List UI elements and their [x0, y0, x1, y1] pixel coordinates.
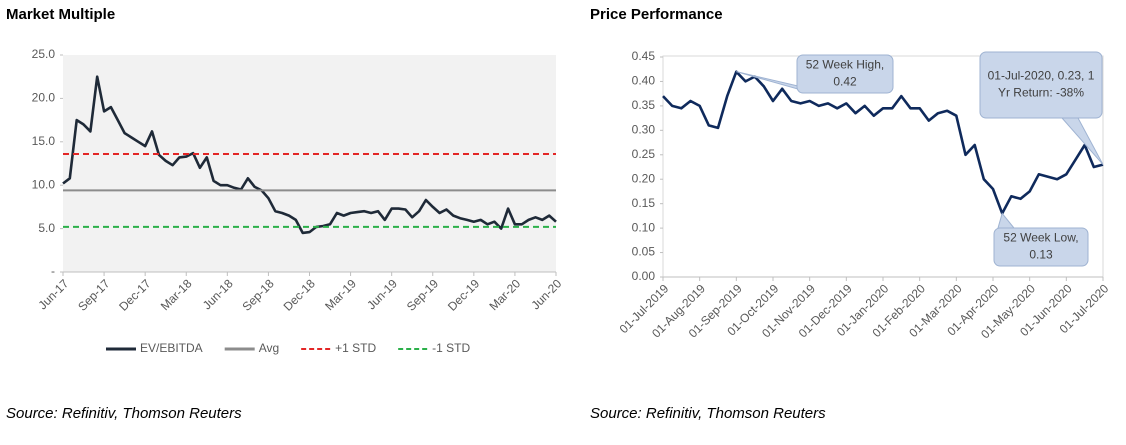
- y-tick-label: 0.45: [632, 49, 656, 63]
- x-tick-label: Dec-18: [281, 276, 318, 313]
- y-tick-label: 0.15: [632, 196, 656, 210]
- callout-text: 52 Week Low,: [1003, 231, 1078, 245]
- x-tick-label: Sep-19: [404, 276, 441, 313]
- y-tick-label: 0.10: [632, 220, 656, 234]
- y-tick-label: 0.00: [632, 269, 656, 283]
- y-tick-label: 15.0: [32, 134, 56, 148]
- y-tick-label: -: [51, 264, 55, 278]
- data-line: [662, 70, 1104, 215]
- x-tick-label: Jun-18: [200, 276, 236, 312]
- legend-label: EV/EBITDA: [140, 341, 203, 355]
- x-tick-label: Sep-17: [75, 276, 112, 313]
- x-tick-label: Jun-20: [529, 276, 565, 312]
- y-tick-label: 0.40: [632, 74, 656, 88]
- callout-text: 0.13: [1029, 248, 1053, 262]
- callout-pointer: [1060, 117, 1104, 165]
- x-tick-label: Dec-19: [445, 276, 482, 313]
- callout-text: 01-Jul-2020, 0.23, 1: [988, 69, 1095, 83]
- x-tick-label: Dec-17: [116, 276, 153, 313]
- chart-title: Market Multiple: [6, 6, 115, 23]
- plot-area: [63, 55, 556, 272]
- y-tick-label: 0.35: [632, 98, 656, 112]
- callout-box: [979, 51, 1103, 119]
- data-line: [62, 75, 557, 235]
- legend-label: -1 STD: [432, 341, 470, 355]
- x-tick-label: Jun-19: [364, 276, 400, 312]
- x-tick-label: Mar-19: [322, 276, 359, 313]
- y-tick-label: 0.05: [632, 245, 656, 259]
- y-tick-label: 0.20: [632, 171, 656, 185]
- x-tick-label: Mar-18: [158, 276, 195, 313]
- callout-text: 0.42: [833, 75, 857, 89]
- y-tick-label: 5.0: [38, 221, 55, 235]
- y-tick-label: 20.0: [32, 91, 56, 105]
- callout-box: [993, 227, 1089, 267]
- callout-box: [796, 54, 894, 94]
- legend-label: +1 STD: [335, 341, 376, 355]
- source-note: Source: Refinitiv, Thomson Reuters: [6, 405, 242, 422]
- y-tick-label: 10.0: [32, 177, 56, 191]
- x-tick-label: Jun-17: [36, 276, 72, 312]
- callout-text: 52 Week High,: [806, 58, 885, 72]
- x-tick-label: Mar-20: [487, 276, 524, 313]
- callout-pointer: [997, 212, 1016, 229]
- legend-label: Avg: [259, 341, 279, 355]
- callout-text: Yr Return: -38%: [998, 86, 1084, 100]
- source-note: Source: Refinitiv, Thomson Reuters: [590, 405, 826, 422]
- y-tick-label: 25.0: [32, 47, 56, 61]
- y-tick-label: 0.30: [632, 123, 656, 137]
- chart-title: Price Performance: [590, 6, 723, 23]
- y-tick-label: 0.25: [632, 147, 656, 161]
- x-tick-label: Sep-18: [240, 276, 277, 313]
